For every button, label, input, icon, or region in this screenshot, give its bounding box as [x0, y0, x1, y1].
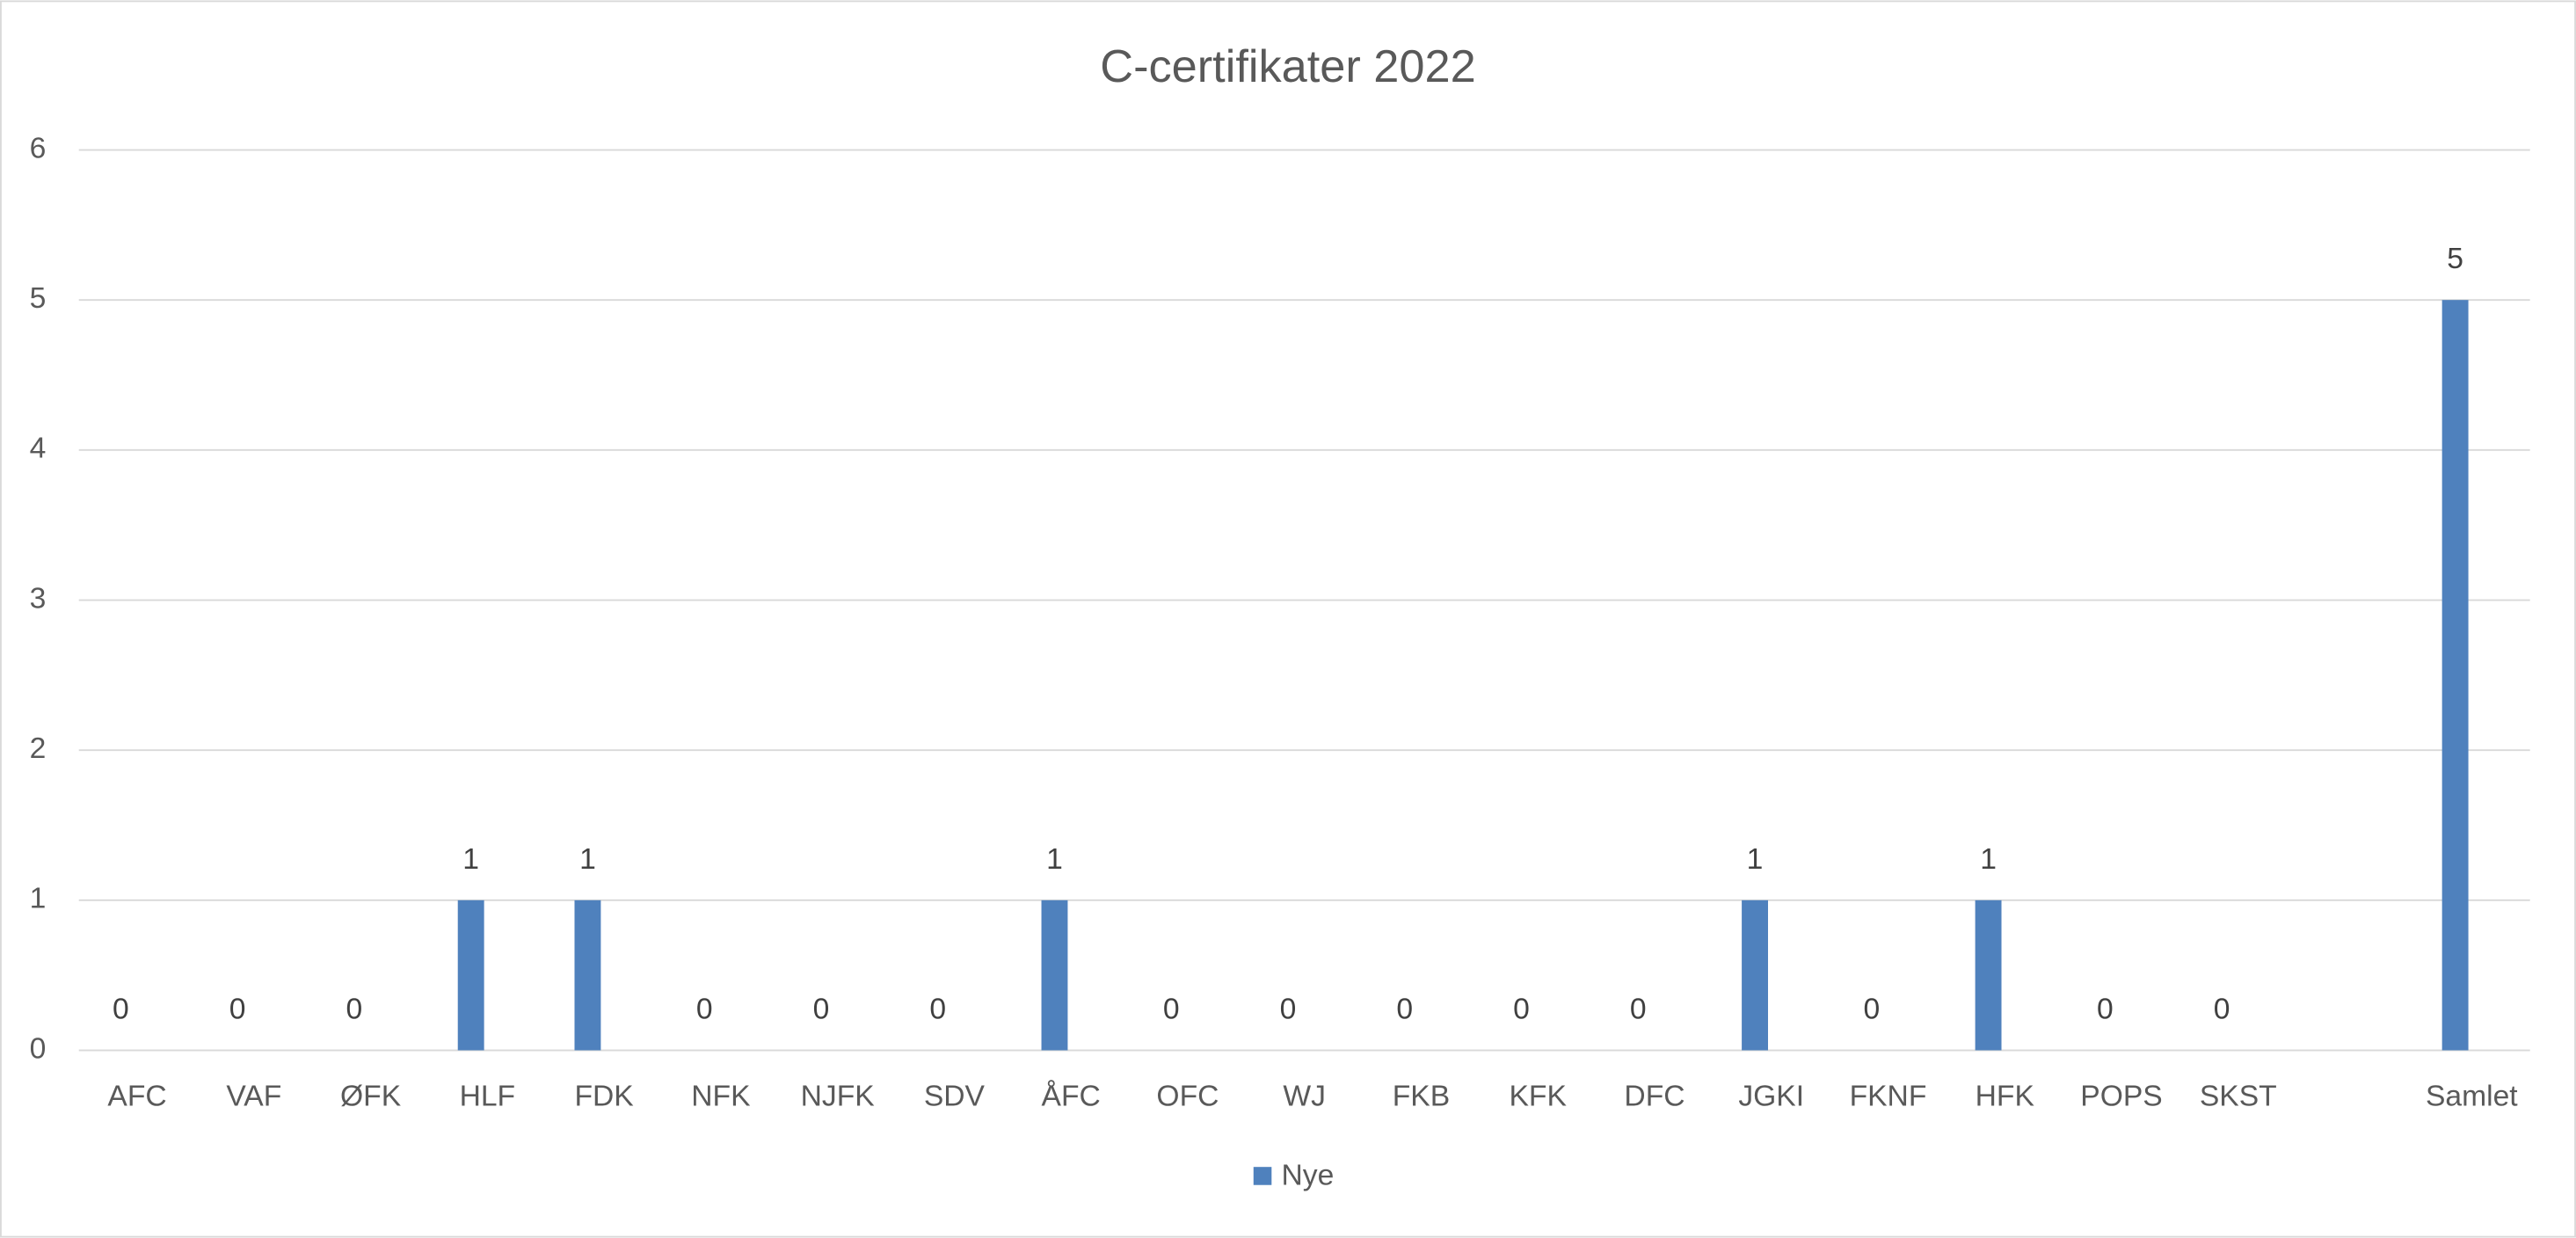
data-label: 5	[2447, 243, 2463, 275]
bar	[1975, 899, 2002, 1051]
data-label: 1	[579, 843, 596, 876]
data-label: 0	[929, 994, 946, 1026]
data-label: 0	[696, 994, 713, 1026]
chart-title: C-certifikater 2022	[1100, 41, 1475, 92]
legend-label: Nye	[1282, 1159, 1335, 1191]
x-tick-label: SDV	[924, 1081, 986, 1113]
data-label: 0	[813, 994, 830, 1026]
x-tick-label: ÅFC	[1042, 1081, 1101, 1113]
x-tick-label: KFK	[1510, 1081, 1568, 1113]
y-tick-label: 0	[30, 1032, 47, 1065]
x-tick-label: AFC	[107, 1081, 166, 1113]
x-tick-label: POPS	[2080, 1081, 2162, 1113]
data-label: 0	[1163, 994, 1180, 1026]
data-label: 0	[1280, 994, 1297, 1026]
data-label: 0	[1513, 994, 1530, 1026]
y-tick-label: 6	[30, 132, 47, 164]
bar	[457, 899, 484, 1051]
data-label: 0	[229, 994, 246, 1026]
x-tick-label: HFK	[1976, 1081, 2035, 1113]
data-label: 0	[113, 994, 129, 1026]
x-tick-label: VAF	[226, 1081, 281, 1113]
data-label: 0	[2214, 994, 2230, 1026]
data-label: 1	[1046, 843, 1063, 876]
x-tick-label: FDK	[574, 1081, 634, 1113]
x-tick-label: NJFK	[801, 1081, 876, 1113]
bar	[1742, 899, 1768, 1051]
data-label: 0	[1396, 994, 1413, 1026]
y-tick-label: 5	[30, 282, 47, 315]
x-tick-label: SKST	[2200, 1081, 2277, 1113]
x-tick-label: Samlet	[2426, 1081, 2518, 1113]
y-tick-label: 1	[30, 883, 47, 915]
x-tick-label: FKB	[1393, 1081, 1450, 1113]
bar	[2441, 300, 2469, 1051]
x-tick-label: HLF	[460, 1081, 516, 1113]
x-tick-label: NFK	[691, 1081, 751, 1113]
y-tick-label: 2	[30, 732, 47, 765]
x-tick-label: OFC	[1156, 1081, 1219, 1113]
bar	[1041, 899, 1068, 1051]
x-tick-label: JGKI	[1738, 1081, 1804, 1113]
data-label: 1	[462, 843, 479, 876]
bar	[574, 899, 601, 1051]
x-tick-label: WJ	[1283, 1081, 1326, 1113]
data-label: 0	[1863, 994, 1880, 1026]
data-label: 1	[1747, 843, 1764, 876]
x-tick-label: DFC	[1624, 1081, 1685, 1113]
x-tick-label: ØFK	[340, 1081, 402, 1113]
data-label: 1	[1980, 843, 1997, 876]
data-label: 0	[346, 994, 363, 1026]
y-tick-label: 4	[30, 433, 47, 465]
legend-swatch	[1253, 1167, 1272, 1185]
y-tick-label: 3	[30, 582, 47, 615]
x-tick-label: FKNF	[1850, 1081, 1927, 1113]
data-label: 0	[1630, 994, 1647, 1026]
data-label: 0	[2097, 994, 2114, 1026]
